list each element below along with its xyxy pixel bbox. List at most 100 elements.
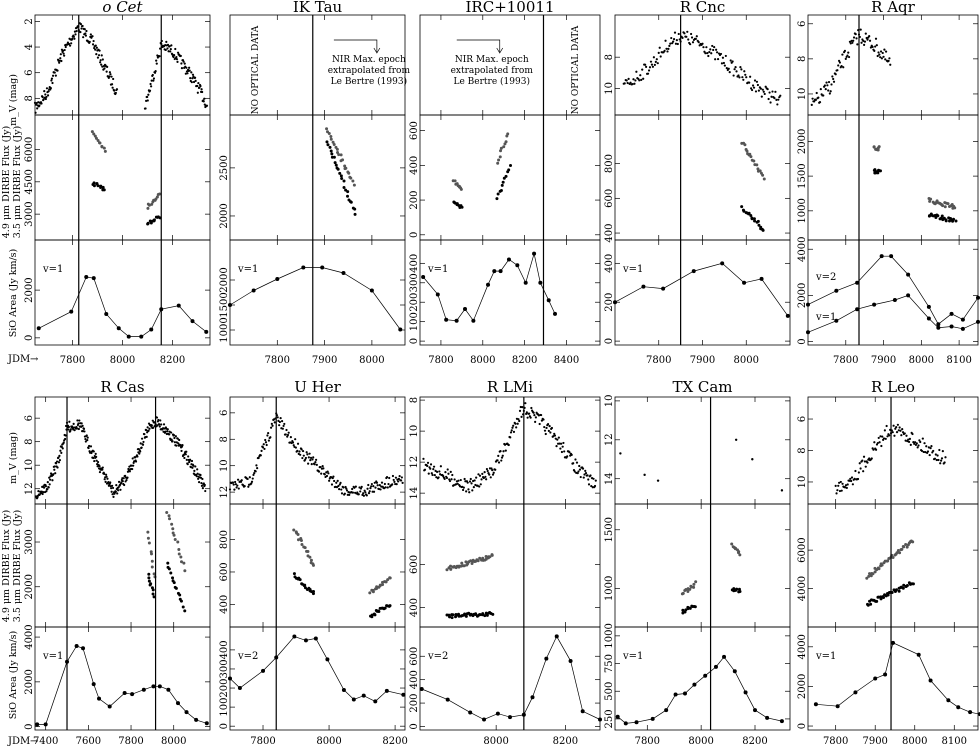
mag-point (271, 424, 274, 427)
mag-point (512, 430, 516, 433)
mag-point (178, 438, 181, 442)
mag-point (831, 75, 834, 78)
mag-tick-label: 4 (24, 44, 35, 50)
mag-point (562, 441, 565, 445)
mag-point (111, 486, 115, 490)
flux-49-point (349, 176, 353, 180)
mag-point (83, 28, 86, 31)
mag-point (577, 470, 580, 473)
mag-point (95, 459, 98, 462)
mag-tick-label: 10 (219, 459, 230, 472)
mag-point (426, 464, 429, 468)
mag-tick-label: 14 (409, 487, 420, 500)
mag-point (900, 434, 903, 437)
sio-point (149, 327, 154, 332)
sio-point (906, 293, 911, 298)
mag-point (68, 44, 72, 47)
flux-49-point (311, 563, 315, 567)
mag-point (45, 87, 49, 90)
flux-49-point (299, 538, 303, 542)
mag-point (320, 472, 323, 475)
mag-point (351, 491, 355, 494)
mag-point (314, 461, 317, 464)
sio-point (166, 687, 171, 692)
mag-point (182, 60, 185, 63)
sio-series-label: v=1 (427, 264, 448, 275)
x-tick-label: 7800 (635, 736, 660, 746)
mag-point (126, 476, 129, 479)
sio-frame (614, 239, 791, 346)
sio-point (81, 646, 86, 651)
mag-point (811, 97, 814, 100)
mag-point (848, 479, 851, 482)
sio-point (872, 302, 877, 307)
mag-point (556, 438, 559, 441)
sio-point (292, 634, 297, 639)
mag-point (89, 445, 93, 448)
flux-35-point (491, 612, 495, 616)
mag-point (74, 33, 77, 36)
mag-point (167, 50, 170, 53)
mag-point (301, 456, 304, 460)
sio-frame (419, 239, 601, 346)
flux-49-point (459, 187, 463, 191)
mag-point (110, 487, 113, 490)
flux-49-point (347, 171, 351, 175)
x-tick-label: 7900 (690, 355, 715, 366)
flux-35-point (481, 612, 485, 616)
mag-point (510, 429, 513, 432)
mag-point (289, 436, 292, 439)
mag-point (469, 477, 472, 481)
flux-35-point (911, 582, 915, 586)
mag-point (762, 90, 765, 93)
mag-point (42, 98, 45, 101)
mag-point (840, 489, 843, 492)
mag-point (847, 55, 851, 59)
mag-point (188, 69, 191, 72)
mag-point (351, 487, 354, 491)
flux-49-point (173, 537, 177, 541)
flux-35-point (742, 209, 746, 213)
flux-35-point (95, 181, 99, 185)
mag-point (37, 490, 40, 493)
mag-point (197, 481, 201, 484)
mag-point (41, 492, 44, 496)
sio-point (530, 695, 535, 700)
mag-point (530, 406, 533, 410)
mag-tick-label: 12 (604, 433, 615, 446)
mag-point (695, 35, 698, 38)
arrow-head (373, 47, 381, 54)
flux-49-point (506, 132, 510, 136)
mag-point (823, 84, 827, 87)
mag-point (873, 49, 876, 53)
sio-tick-label: 2000 (219, 267, 230, 292)
flux-35-point (171, 576, 175, 580)
flux-35-point (174, 586, 178, 590)
sio-tick-label: 250 (604, 709, 615, 728)
flux-49-point (745, 149, 749, 153)
sio-tick-label: 750 (604, 654, 615, 673)
mag-point (708, 50, 711, 54)
mag-point (690, 36, 694, 39)
mag-point (435, 470, 439, 474)
mag-point (933, 457, 937, 460)
flux-49-point (504, 140, 508, 144)
mag-point (845, 486, 848, 490)
jdm-label-top: JDM (7, 354, 30, 365)
mag-point (925, 445, 928, 448)
mag-point (501, 454, 504, 457)
mag-point (750, 87, 753, 90)
mag-point (437, 476, 440, 479)
mag-point (83, 430, 86, 433)
mag-point (639, 74, 642, 77)
sio-tick-label: 1000 (219, 317, 230, 342)
sio-point (498, 269, 503, 274)
flux-49-point (896, 548, 900, 552)
mag-point (145, 99, 148, 102)
mag-point (261, 446, 265, 449)
mag-point (477, 473, 480, 476)
sio-point (949, 311, 954, 316)
mag-point (175, 444, 178, 447)
sio-point (946, 698, 951, 703)
mag-point (354, 485, 357, 488)
